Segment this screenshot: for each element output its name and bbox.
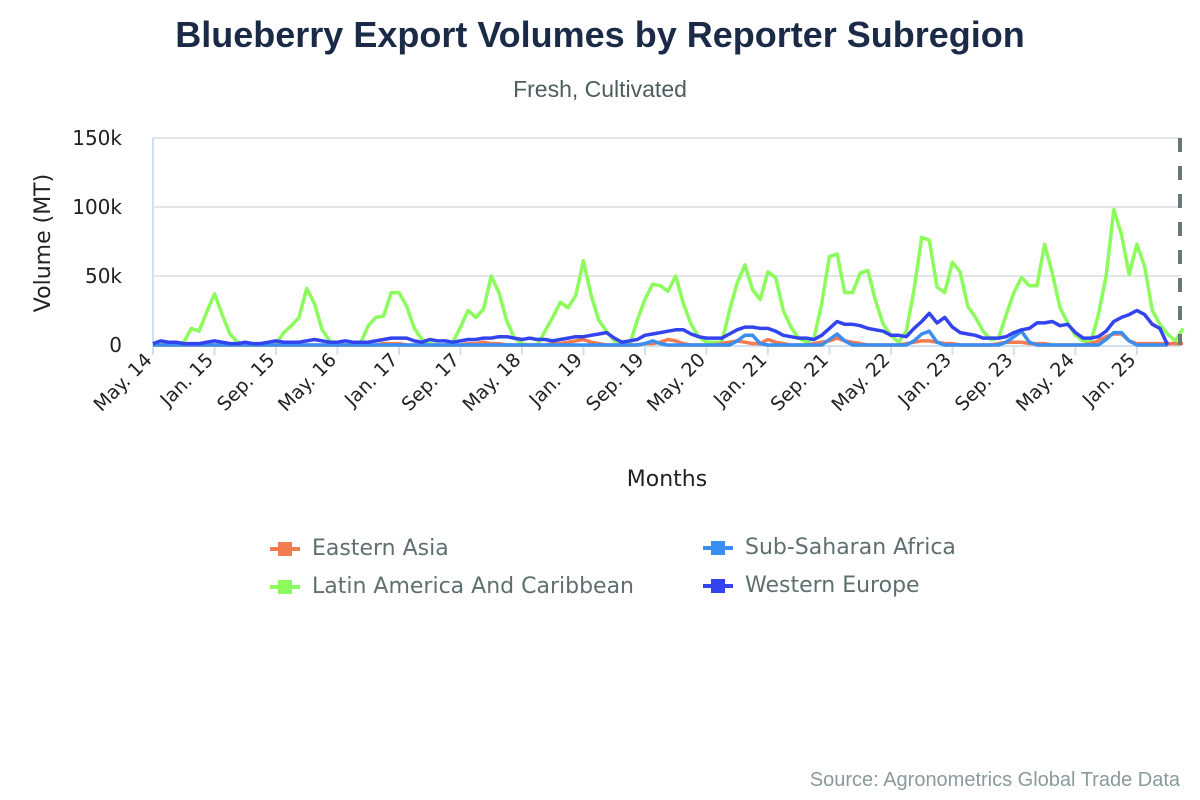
chart-title: Blueberry Export Volumes by Reporter Sub… xyxy=(175,14,1025,55)
x-tick-label: May. 20 xyxy=(643,349,710,416)
series-line-sub-saharan-africa xyxy=(153,329,1168,347)
legend-swatch-icon xyxy=(703,540,733,555)
x-tick-label: Jan. 19 xyxy=(524,349,587,412)
x-tick-label: Jan. 21 xyxy=(709,349,772,412)
legend-item-sub-saharan-africa[interactable]: Sub-Saharan Africa xyxy=(703,535,956,560)
chart-subtitle: Fresh, Cultivated xyxy=(513,76,687,102)
y-tick-label: 100k xyxy=(72,195,122,219)
x-tick-label: Jan. 23 xyxy=(893,349,956,412)
x-tick-label: Sep. 19 xyxy=(582,349,649,416)
y-axis-title: Volume (MT) xyxy=(31,174,56,312)
x-tick-label: Sep. 23 xyxy=(951,349,1018,416)
x-tick-label: Sep. 17 xyxy=(397,349,464,416)
legend-item-latin-america-and-caribbean[interactable]: Latin America And Caribbean xyxy=(270,574,634,599)
legend-label: Sub-Saharan Africa xyxy=(745,535,956,560)
x-tick-label: May. 22 xyxy=(827,349,894,416)
series-line-western-europe xyxy=(152,308,1170,346)
legend-item-eastern-asia[interactable]: Eastern Asia xyxy=(270,536,449,561)
legend-item-western-europe[interactable]: Western Europe xyxy=(703,573,920,598)
series-line-latin-america-and-caribbean xyxy=(153,208,1185,347)
x-tick-label: May. 16 xyxy=(274,349,341,416)
legend-swatch-icon xyxy=(270,579,300,594)
x-tick-label: Jan. 25 xyxy=(1078,349,1141,412)
x-tick-label: May. 24 xyxy=(1012,349,1079,416)
legend-label: Western Europe xyxy=(745,573,920,598)
y-tick-label: 0 xyxy=(109,333,122,357)
legend-swatch-icon xyxy=(703,578,733,593)
x-tick-label: Sep. 21 xyxy=(766,349,833,416)
y-tick-label: 50k xyxy=(85,264,122,288)
legend-swatch-icon xyxy=(270,541,300,556)
x-tick-label: May. 14 xyxy=(89,349,156,416)
y-tick-label: 150k xyxy=(72,126,122,150)
x-tick-label: Jan. 15 xyxy=(155,349,218,412)
x-tick-label: May. 18 xyxy=(458,349,525,416)
x-tick-label: Jan. 17 xyxy=(340,349,403,412)
source-credit: Source: Agronometrics Global Trade Data xyxy=(809,769,1180,791)
x-axis-title: Months xyxy=(627,467,707,492)
x-tick-label: Sep. 15 xyxy=(213,349,280,416)
legend-label: Eastern Asia xyxy=(312,536,449,561)
legend-label: Latin America And Caribbean xyxy=(312,574,634,599)
